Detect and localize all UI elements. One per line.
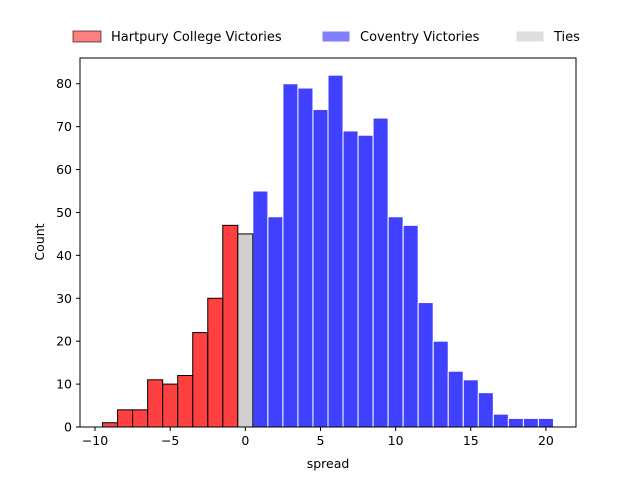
x-axis-ticks: −10 −5 0 5 10 15 20	[82, 427, 554, 448]
y-tick-label: 70	[56, 119, 72, 134]
bar-series1-x12	[417, 302, 434, 428]
y-tick-label: 40	[56, 248, 72, 263]
bar-series1-x18	[507, 417, 524, 428]
x-tick-label: 0	[241, 433, 249, 448]
bar-series1-x14	[447, 370, 464, 428]
legend-label-hartpury: Hartpury College Victories	[111, 30, 282, 45]
bar-series1-x20	[537, 417, 554, 428]
y-tick-label: 80	[56, 76, 72, 91]
y-tick-label: 30	[56, 291, 72, 306]
bar-series0-x-8	[117, 409, 134, 428]
y-tick-label: 20	[56, 334, 72, 349]
bar-series0-x-4	[177, 375, 194, 428]
legend-swatch-coventry	[321, 30, 351, 43]
x-tick-label: 20	[538, 433, 554, 448]
legend-label-ties: Ties	[553, 30, 580, 45]
bar-series1-x2	[267, 216, 284, 428]
x-tick-label: 5	[317, 433, 325, 448]
bar-series1-x16	[477, 392, 494, 428]
x-tick-label: 15	[463, 433, 479, 448]
x-tick-label: 10	[388, 433, 404, 448]
y-tick-label: 0	[64, 420, 72, 435]
legend: Hartpury College Victories Coventry Vict…	[72, 30, 580, 45]
x-axis-label: spread	[307, 456, 350, 471]
bar-series2-x0	[237, 233, 254, 428]
y-axis-ticks: 0 10 20 30 40 50 60 70 80	[56, 76, 80, 435]
legend-label-coventry: Coventry Victories	[360, 30, 480, 45]
bar-series1-x17	[492, 413, 509, 428]
bar-series1-x5	[312, 108, 329, 428]
y-tick-label: 50	[56, 205, 72, 220]
bar-series0-x-2	[207, 297, 224, 428]
bar-series1-x13	[432, 340, 449, 428]
bar-series1-x10	[387, 216, 404, 428]
bar-series1-x6	[327, 74, 344, 428]
x-tick-label: −10	[82, 433, 108, 448]
bar-series1-x15	[462, 379, 479, 428]
bar-series0-x-7	[132, 409, 149, 428]
bar-series1-x9	[372, 117, 389, 428]
bar-series0-x-9	[102, 422, 119, 428]
legend-swatch-hartpury	[72, 30, 102, 43]
bar-series1-x1	[252, 190, 269, 428]
bar-series0-x-1	[222, 224, 239, 428]
bar-series1-x3	[282, 83, 299, 428]
y-tick-label: 10	[56, 377, 72, 392]
plot-frame	[79, 57, 577, 428]
bar-series1-x19	[522, 417, 539, 428]
bar-series0-x-5	[162, 383, 179, 428]
bars-layer	[102, 74, 554, 428]
y-axis-label: Count	[32, 223, 47, 260]
bar-series1-x11	[402, 224, 419, 428]
legend-swatch-ties	[515, 30, 545, 43]
bar-series1-x7	[342, 130, 359, 428]
bar-series1-x8	[357, 134, 374, 428]
x-tick-label: −5	[161, 433, 179, 448]
y-tick-label: 60	[56, 162, 72, 177]
bar-series0-x-6	[147, 379, 164, 428]
bar-series1-x4	[297, 87, 314, 428]
bar-series0-x-3	[192, 332, 209, 428]
